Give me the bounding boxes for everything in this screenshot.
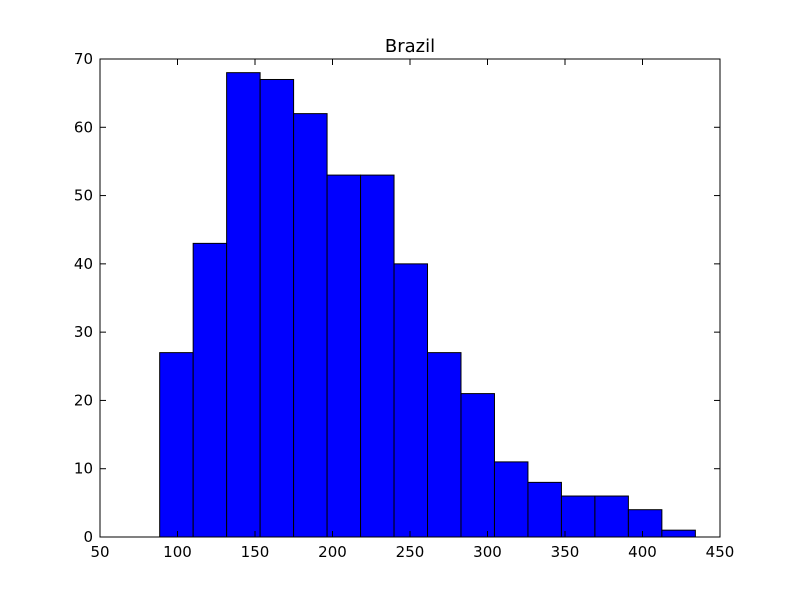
y-tick-label: 0 [83, 528, 93, 546]
histogram-bar [527, 481, 562, 538]
histogram-bar [259, 78, 295, 538]
histogram-bar [427, 352, 462, 538]
histogram-bar [293, 113, 328, 538]
histogram-bar [360, 174, 395, 538]
y-tick-label: 20 [74, 391, 93, 409]
histogram-bar [460, 393, 495, 538]
x-tick-label: 450 [706, 543, 735, 561]
x-tick-label: 50 [90, 543, 109, 561]
histogram-bar [493, 461, 529, 538]
x-tick-label: 250 [396, 543, 425, 561]
y-tick-label: 30 [74, 323, 93, 341]
chart-title: Brazil [385, 36, 435, 57]
histogram-bar [326, 174, 362, 538]
y-tick-label: 40 [74, 255, 93, 273]
y-tick-label: 10 [74, 460, 93, 478]
x-tick-label: 350 [551, 543, 580, 561]
x-tick-label: 400 [628, 543, 657, 561]
histogram-bar [594, 495, 629, 538]
bars-layer [159, 72, 696, 538]
histogram-bar [192, 242, 228, 538]
ticks-layer: 50 100 150 200 250 300 350 400 450 0 10 20 30 40 50 60 7… [74, 50, 734, 561]
y-tick-label: 60 [74, 118, 93, 136]
histogram-bar [560, 495, 596, 538]
x-tick-label: 150 [241, 543, 270, 561]
histogram-bar [627, 509, 663, 538]
y-tick-label: 50 [74, 187, 93, 205]
histogram-bar [226, 72, 261, 538]
histogram-bar [393, 263, 429, 538]
histogram-bar [661, 529, 696, 538]
x-tick-label: 200 [318, 543, 347, 561]
plot-area-frame [99, 58, 721, 538]
y-tick-label: 70 [74, 50, 93, 68]
x-tick-label: 100 [163, 543, 192, 561]
histogram-bar [159, 352, 194, 538]
x-tick-label: 300 [473, 543, 502, 561]
